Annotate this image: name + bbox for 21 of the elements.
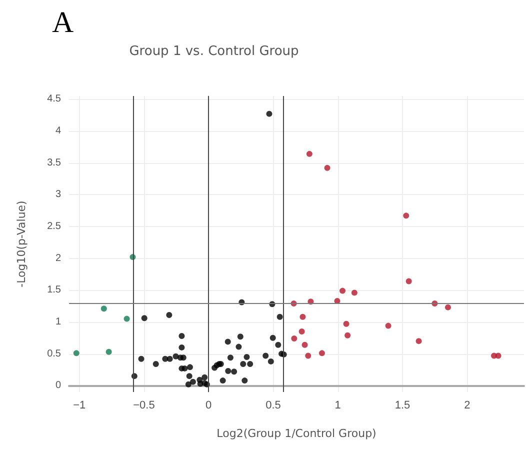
x-tick-label: −0.5 <box>133 400 155 412</box>
x-tick-label: 1.5 <box>394 400 410 412</box>
y-tick-label: 1.5 <box>47 284 62 296</box>
y-axis-title: -Log10(p-Value) <box>15 200 28 288</box>
y-tick-label: 2 <box>55 252 62 264</box>
x-tick-label: 0.5 <box>266 400 281 412</box>
y-tick-label: 4.5 <box>47 94 62 105</box>
x-tick-label: −1 <box>73 400 86 412</box>
y-tick-label: 2.5 <box>47 220 62 232</box>
y-tick-label: 3.5 <box>47 157 62 168</box>
y-tick-label: 3 <box>55 189 62 200</box>
y-tick-label: 1 <box>55 316 62 328</box>
x-tick-label: 0 <box>206 400 212 412</box>
text: A <box>52 6 74 40</box>
y-tick-label: 0 <box>55 380 62 392</box>
y-tick-label: 0.5 <box>47 348 62 360</box>
y-tick-label: 4 <box>55 126 62 137</box>
chart-title: Group 1 vs. Control Group <box>129 44 299 59</box>
x-tick-label: 2 <box>464 400 470 412</box>
x-tick-label: 1 <box>334 400 341 412</box>
x-axis-title: Log2(Group 1/Control Group) <box>216 427 376 440</box>
